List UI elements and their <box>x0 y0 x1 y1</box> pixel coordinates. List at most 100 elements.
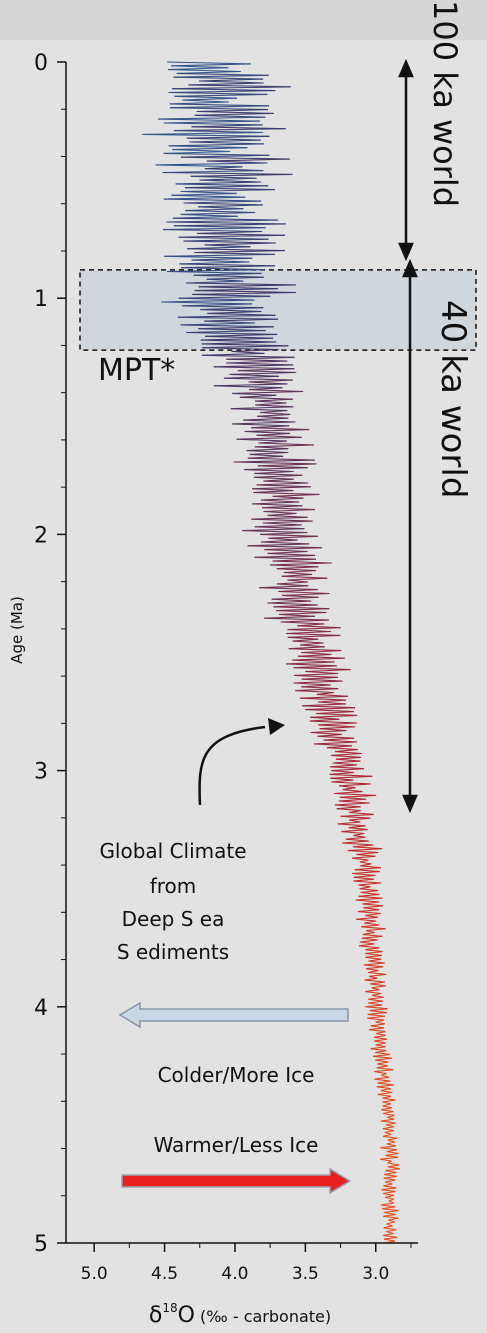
series-segment <box>359 861 372 865</box>
series-segment <box>201 341 277 345</box>
series-segment <box>363 907 380 911</box>
series-segment <box>173 130 264 134</box>
series-segment <box>260 541 310 545</box>
series-segment <box>257 465 308 469</box>
series-segment <box>198 284 296 288</box>
series-segment <box>359 939 378 943</box>
y-tick-label: 3 <box>34 760 48 785</box>
series-segment <box>260 499 300 503</box>
warmer-label: Warmer/Less Ice <box>154 1133 319 1157</box>
series-segment <box>188 84 291 88</box>
series-segment <box>256 434 302 438</box>
series-segment <box>374 1038 387 1042</box>
series-segment <box>361 937 378 941</box>
series-segment <box>358 945 380 949</box>
series-segment <box>166 270 262 274</box>
series-segment <box>317 722 357 726</box>
label-100ka-world: 100 ka world <box>426 0 464 207</box>
series-segment <box>242 530 308 534</box>
series-segment <box>206 276 264 280</box>
series-segment <box>244 469 294 473</box>
series-segment <box>254 444 314 448</box>
series-segment <box>174 93 268 97</box>
series-segment <box>382 1192 395 1196</box>
series-segment <box>345 836 366 840</box>
series-segment <box>178 297 255 301</box>
series-segment <box>338 800 370 804</box>
series-segment <box>368 1002 383 1006</box>
series-segment <box>382 1101 392 1105</box>
series-segment <box>305 707 356 711</box>
series-segment <box>337 821 361 825</box>
series-segment <box>201 343 289 347</box>
series-segment <box>270 562 332 566</box>
series-segment <box>255 402 287 406</box>
series-segment <box>383 1173 397 1177</box>
series-segment <box>168 67 229 71</box>
series-segment <box>380 1145 397 1149</box>
series-segment <box>342 842 374 846</box>
series-segment <box>247 457 315 461</box>
series-segment <box>175 183 269 187</box>
series-segment <box>368 998 383 1002</box>
series-segment <box>180 322 256 326</box>
series-segment <box>362 901 380 905</box>
series-segment <box>305 670 339 675</box>
series-segment <box>339 785 356 789</box>
series-segment <box>161 301 253 305</box>
series-segment <box>194 250 286 254</box>
series-segment <box>368 1029 386 1033</box>
series-segment <box>385 1122 396 1126</box>
global-climate-line-3: Deep S ea <box>122 907 225 931</box>
series-segment <box>185 210 256 214</box>
series-segment <box>370 1046 386 1050</box>
series-segment <box>175 181 262 185</box>
series-segment <box>281 575 328 579</box>
series-segment <box>199 177 257 181</box>
series-segment <box>377 1093 392 1097</box>
series-segment <box>353 832 365 836</box>
series-segment <box>287 627 341 631</box>
series-segment <box>276 608 330 612</box>
series-segment <box>386 1149 398 1153</box>
x-axis-label: δ18O (‰ - carbonate) <box>149 1301 331 1328</box>
series-segment <box>329 773 373 777</box>
series-segment <box>297 625 341 629</box>
series-segment <box>186 137 261 141</box>
series-segment <box>364 922 380 926</box>
series-segment <box>309 720 357 724</box>
series-segment <box>283 570 316 574</box>
series-segment <box>232 392 277 396</box>
series-segment <box>256 484 311 488</box>
series-segment <box>260 533 319 537</box>
series-segment <box>380 1156 399 1160</box>
series-segment <box>330 777 354 781</box>
series-segment <box>213 385 283 389</box>
d18o-series <box>142 61 400 1244</box>
series-segment <box>155 162 268 166</box>
series-segment <box>386 1151 399 1155</box>
colder-arrow <box>118 1001 349 1029</box>
series-segment <box>380 1202 394 1206</box>
series-segment <box>253 476 294 480</box>
series-segment <box>179 263 275 267</box>
series-segment <box>363 962 385 966</box>
series-segment <box>213 366 295 370</box>
global-climate-arrowhead <box>268 718 285 735</box>
series-segment <box>182 97 238 101</box>
series-segment <box>301 651 332 655</box>
series-segment <box>287 636 319 640</box>
series-segment <box>172 217 279 221</box>
x-tick-label: 3.5 <box>292 1264 319 1284</box>
series-segment <box>256 432 291 436</box>
series-segment <box>310 730 347 734</box>
series-segment <box>293 682 331 686</box>
series-segment <box>236 436 302 440</box>
series-segment <box>194 288 278 292</box>
series-segment <box>377 1061 389 1065</box>
series-segment <box>387 1139 396 1143</box>
mpt-label: MPT* <box>98 353 175 388</box>
series-segment <box>387 1162 399 1166</box>
series-segment <box>385 1196 394 1200</box>
series-segment <box>365 989 380 993</box>
